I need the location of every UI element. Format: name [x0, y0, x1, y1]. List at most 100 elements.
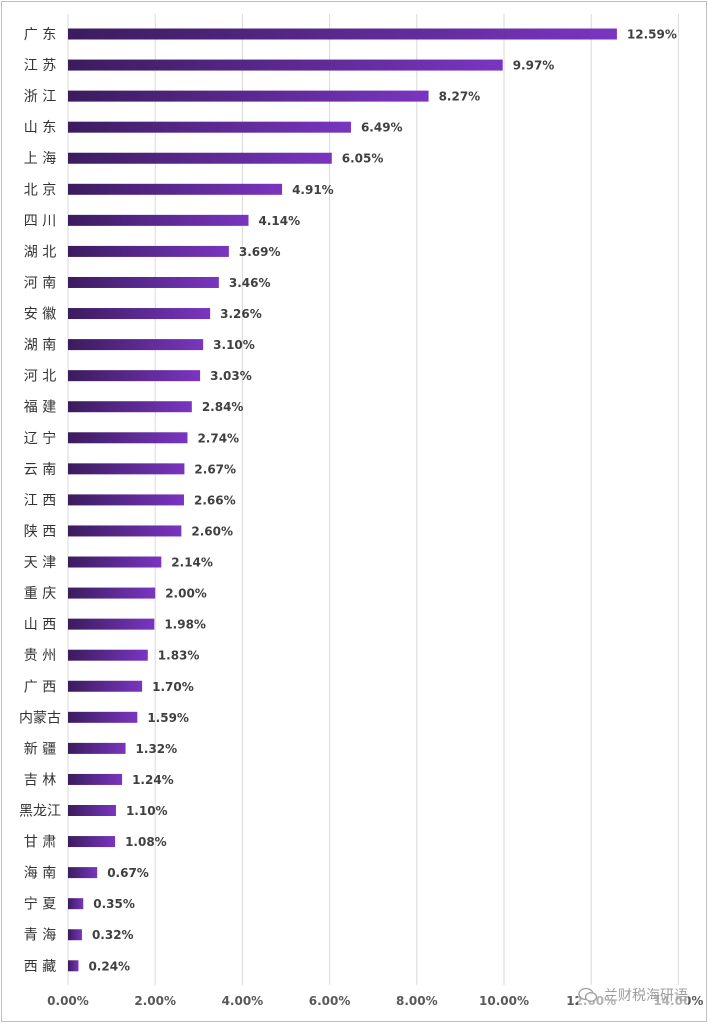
- category-label: 江 苏: [24, 58, 56, 74]
- bar: [68, 680, 143, 692]
- bar: [68, 618, 155, 630]
- value-label: 6.05%: [342, 152, 384, 166]
- value-label: 0.35%: [93, 897, 135, 911]
- category-label: 浙 江: [24, 89, 56, 105]
- value-label: 3.03%: [210, 369, 252, 383]
- category-label: 内蒙古: [19, 710, 61, 726]
- category-label: 福 建: [24, 400, 56, 416]
- bar: [68, 525, 182, 537]
- x-tick-label: 8.00%: [396, 994, 438, 1008]
- bar: [68, 339, 204, 351]
- bar: [68, 742, 126, 754]
- category-label: 贵 州: [24, 648, 56, 664]
- value-label: 2.60%: [191, 524, 233, 538]
- gridlines: [67, 14, 679, 985]
- wechat-icon: [578, 987, 598, 1002]
- bar: [68, 308, 211, 320]
- value-label: 1.98%: [164, 618, 206, 632]
- category-label: 广 东: [24, 27, 56, 43]
- value-label: 4.14%: [259, 214, 301, 228]
- category-label: 江 西: [24, 493, 56, 509]
- bar: [68, 649, 148, 661]
- category-label: 辽 宁: [24, 430, 56, 447]
- value-label: 2.84%: [202, 400, 244, 414]
- category-labels: 广 东江 苏浙 江山 东上 海北 京四 川湖 北河 南安 徽湖 南河 北福 建辽…: [19, 27, 61, 975]
- value-label: 3.26%: [220, 307, 262, 321]
- bar: [68, 773, 123, 785]
- bar: [68, 183, 283, 195]
- value-label: 1.83%: [158, 649, 200, 663]
- bar: [68, 90, 429, 102]
- category-label: 云 南: [24, 462, 56, 478]
- value-label: 1.10%: [126, 804, 168, 818]
- x-tick-label: 4.00%: [222, 994, 264, 1008]
- category-label: 青 海: [24, 928, 56, 944]
- bar: [68, 494, 184, 506]
- value-label: 2.00%: [165, 587, 207, 601]
- value-labels: 12.59% 9.97% 8.27% 6.49% 6.05% 4.91% 4.14% 3.69…: [88, 28, 676, 974]
- bar: [68, 59, 503, 71]
- category-label: 上 海: [24, 151, 56, 167]
- bar: [68, 401, 192, 413]
- x-tick-label: 0.00%: [47, 994, 89, 1008]
- bar: [68, 898, 84, 910]
- value-label: 9.97%: [513, 59, 555, 73]
- value-label: 3.46%: [229, 276, 271, 290]
- value-label: 1.24%: [132, 773, 174, 787]
- x-tick-label: 10.00%: [479, 994, 529, 1008]
- bar: [68, 370, 201, 382]
- category-label: 吉 林: [24, 772, 56, 788]
- category-label: 甘 肃: [24, 835, 56, 851]
- bar: [68, 836, 116, 848]
- value-label: 1.32%: [136, 742, 178, 756]
- bar: [68, 152, 332, 164]
- bar: [68, 556, 162, 568]
- value-label: 0.32%: [92, 928, 134, 942]
- value-label: 2.66%: [194, 493, 236, 507]
- category-label: 新 疆: [24, 741, 56, 757]
- category-label: 山 西: [24, 617, 56, 633]
- value-label: 1.70%: [152, 680, 194, 694]
- category-label: 山 东: [24, 120, 56, 136]
- value-label: 2.74%: [197, 431, 239, 445]
- bar: [68, 867, 98, 879]
- bar: [68, 214, 249, 226]
- category-label: 广 西: [24, 679, 56, 695]
- category-label: 北 京: [24, 182, 56, 198]
- bar: [68, 432, 188, 444]
- bar: [68, 960, 79, 972]
- watermark-text: 兰财税海研语: [604, 988, 688, 1004]
- value-label: 4.91%: [292, 183, 334, 197]
- value-label: 3.69%: [239, 245, 281, 259]
- bar: [68, 28, 617, 40]
- category-label: 四 川: [24, 213, 56, 229]
- category-label: 湖 南: [24, 338, 56, 354]
- value-label: 2.67%: [194, 462, 236, 476]
- bar: [68, 805, 116, 816]
- value-label: 12.59%: [627, 28, 677, 42]
- value-label: 3.10%: [213, 338, 255, 352]
- bar: [68, 121, 351, 133]
- bar: [68, 276, 219, 288]
- value-label: 1.59%: [147, 711, 189, 725]
- x-tick-label: 2.00%: [134, 994, 176, 1008]
- category-label: 重 庆: [24, 586, 56, 602]
- value-label: 1.08%: [125, 835, 167, 849]
- category-label: 河 北: [24, 369, 56, 385]
- category-label: 安 徽: [24, 307, 56, 323]
- bars: [68, 28, 617, 972]
- category-label: 天 津: [24, 555, 56, 571]
- value-label: 2.14%: [171, 556, 213, 570]
- value-label: 0.24%: [88, 959, 130, 973]
- bar: [68, 463, 185, 475]
- category-label: 黑龙江: [19, 804, 61, 820]
- bar: [68, 711, 138, 723]
- x-tick-label: 6.00%: [309, 994, 351, 1008]
- watermark: 兰财税海研语: [578, 985, 688, 1005]
- bar: [68, 587, 156, 599]
- bar: [68, 929, 82, 941]
- value-label: 6.49%: [361, 121, 403, 135]
- category-label: 陕 西: [24, 524, 56, 540]
